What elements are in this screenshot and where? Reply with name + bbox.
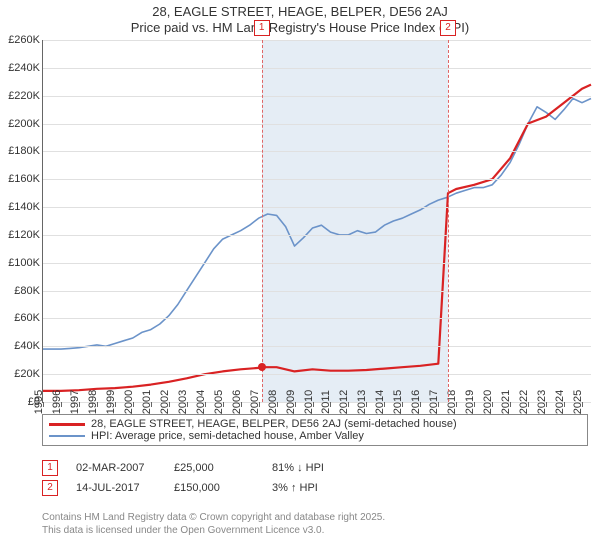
y-gridline [43,68,591,69]
x-tick-label: 2001 [139,390,153,414]
legend-row: HPI: Average price, semi-detached house,… [49,430,581,442]
series-line [43,85,591,391]
y-gridline [43,346,591,347]
y-gridline [43,179,591,180]
legend-row: 28, EAGLE STREET, HEAGE, BELPER, DE56 2A… [49,418,581,430]
footnote-line1: Contains HM Land Registry data © Crown c… [42,512,385,523]
legend-swatch [49,423,85,426]
x-tick-label: 1998 [85,390,99,414]
y-gridline [43,291,591,292]
y-tick-label: £200K [8,118,43,130]
y-gridline [43,318,591,319]
y-tick-label: £140K [8,201,43,213]
chart-title-line1: 28, EAGLE STREET, HEAGE, BELPER, DE56 2A… [0,4,600,19]
y-tick-label: £40K [14,340,43,352]
x-tick-label: 2013 [354,390,368,414]
y-tick-label: £160K [8,173,43,185]
y-tick-label: £60K [14,312,43,324]
annotation-vline [448,40,449,402]
y-gridline [43,374,591,375]
x-tick-label: 2022 [516,390,530,414]
y-tick-label: £240K [8,62,43,74]
y-tick-label: £80K [14,285,43,297]
y-tick-label: £260K [8,34,43,46]
annotation-delta: 81% ↓ HPI [272,462,352,474]
x-tick-label: 2016 [408,390,422,414]
x-tick-label: 1999 [103,390,117,414]
x-tick-label: 2000 [121,390,135,414]
annotation-number-box: 2 [440,20,456,36]
x-tick-label: 2002 [157,390,171,414]
annotation-vline [262,40,263,402]
x-tick-label: 2006 [228,390,242,414]
y-gridline [43,207,591,208]
legend: 28, EAGLE STREET, HEAGE, BELPER, DE56 2A… [42,414,588,446]
y-gridline [43,124,591,125]
x-tick-label: 2011 [319,390,333,414]
y-tick-label: £100K [8,257,43,269]
x-tick-label: 2008 [264,390,278,414]
y-tick-label: £20K [14,368,43,380]
chart-title-line2: Price paid vs. HM Land Registry's House … [0,20,600,35]
x-tick-label: 2023 [534,390,548,414]
x-tick-label: 2021 [498,390,512,414]
x-tick-label: 1997 [67,390,81,414]
x-tick-label: 2018 [444,390,458,414]
plot-svg [43,40,591,402]
x-tick-label: 2020 [480,390,494,414]
footnote-line2: This data is licensed under the Open Gov… [42,525,324,536]
plot-area: £0£20K£40K£60K£80K£100K£120K£140K£160K£1… [42,40,591,403]
annotation-number-box: 2 [42,480,58,496]
y-tick-label: £120K [8,229,43,241]
series-line [43,99,591,350]
x-tick-label: 1995 [31,390,45,414]
annotation-table-row: 1 02-MAR-2007 £25,000 81% ↓ HPI [42,460,352,476]
annotation-number-box: 1 [42,460,58,476]
annotation-price: £150,000 [174,482,254,494]
legend-label: 28, EAGLE STREET, HEAGE, BELPER, DE56 2A… [91,418,457,430]
sale-marker-dot [258,363,266,371]
legend-label: HPI: Average price, semi-detached house,… [91,430,364,442]
annotation-table-row: 2 14-JUL-2017 £150,000 3% ↑ HPI [42,480,352,496]
x-tick-label: 2017 [426,390,440,414]
annotation-price: £25,000 [174,462,254,474]
x-tick-label: 2015 [390,390,404,414]
y-tick-label: £220K [8,90,43,102]
x-tick-label: 2024 [552,390,566,414]
y-gridline [43,151,591,152]
y-gridline [43,40,591,41]
x-tick-label: 2025 [570,390,584,414]
legend-swatch [49,435,85,437]
x-tick-label: 2007 [246,390,260,414]
y-tick-label: £180K [8,145,43,157]
x-tick-label: 2004 [192,390,206,414]
annotation-delta: 3% ↑ HPI [272,482,352,494]
y-gridline [43,235,591,236]
x-tick-label: 2003 [174,390,188,414]
x-tick-label: 2005 [210,390,224,414]
annotation-date: 14-JUL-2017 [76,482,156,494]
annotation-date: 02-MAR-2007 [76,462,156,474]
x-tick-label: 2012 [336,390,350,414]
annotation-number-box: 1 [254,20,270,36]
annotation-table: 1 02-MAR-2007 £25,000 81% ↓ HPI 2 14-JUL-2017… [42,460,352,500]
x-tick-label: 2010 [300,390,314,414]
x-tick-label: 1996 [49,390,63,414]
x-tick-label: 2019 [462,390,476,414]
y-gridline [43,96,591,97]
x-tick-label: 2009 [282,390,296,414]
x-tick-label: 2014 [372,390,386,414]
y-gridline [43,263,591,264]
